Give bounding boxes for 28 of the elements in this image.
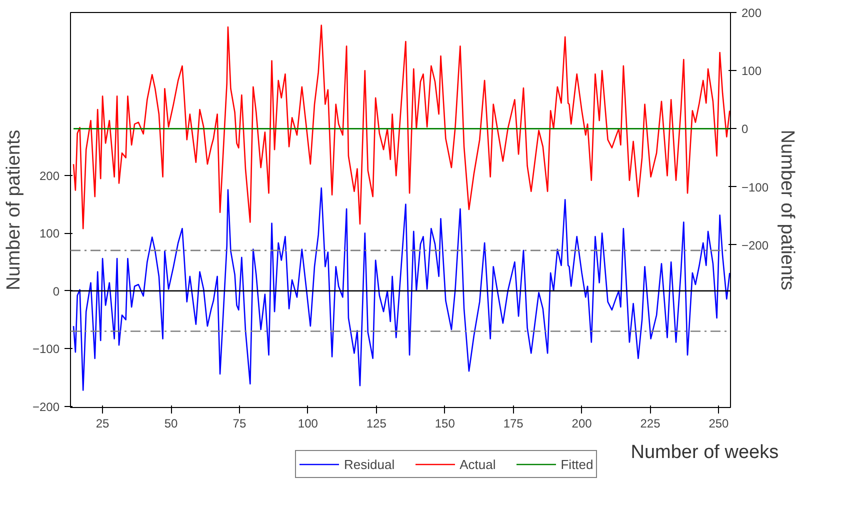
x-tick-label: 225 <box>640 416 661 430</box>
x-tick-label: 50 <box>164 416 178 430</box>
y-tick-label: 200 <box>39 168 60 183</box>
y2-tick-label: 100 <box>742 64 762 78</box>
y2-tick-label: −200 <box>742 238 769 252</box>
y-tick-label: 100 <box>39 226 60 241</box>
legend-label: Actual <box>460 456 496 472</box>
y-axis-title: Number of patients <box>3 130 24 290</box>
y2-tick-label: 200 <box>742 6 762 20</box>
x-tick-label: 175 <box>503 416 524 430</box>
x-tick-label: 25 <box>96 416 110 430</box>
y-tick-label: −200 <box>32 400 60 414</box>
y-tick-label: −100 <box>32 342 60 356</box>
x-tick-label: 125 <box>366 416 387 430</box>
y-tick-label: 0 <box>52 284 60 298</box>
x-tick-label: 150 <box>434 416 456 430</box>
x-axis-title: Number of weeks <box>630 442 779 463</box>
y2-tick-label: 0 <box>742 122 748 136</box>
line-series <box>72 187 730 391</box>
line-series <box>72 24 730 230</box>
y2-tick-label: −100 <box>742 180 769 194</box>
x-tick-label: 250 <box>708 416 730 430</box>
x-tick-label: 200 <box>572 416 592 430</box>
legend-label: Fitted <box>560 456 594 472</box>
y2-axis-title: Number of patients <box>776 130 798 290</box>
x-tick-label: 75 <box>232 416 246 430</box>
legend-label: Residual <box>344 456 395 472</box>
x-tick-label: 100 <box>298 416 318 430</box>
